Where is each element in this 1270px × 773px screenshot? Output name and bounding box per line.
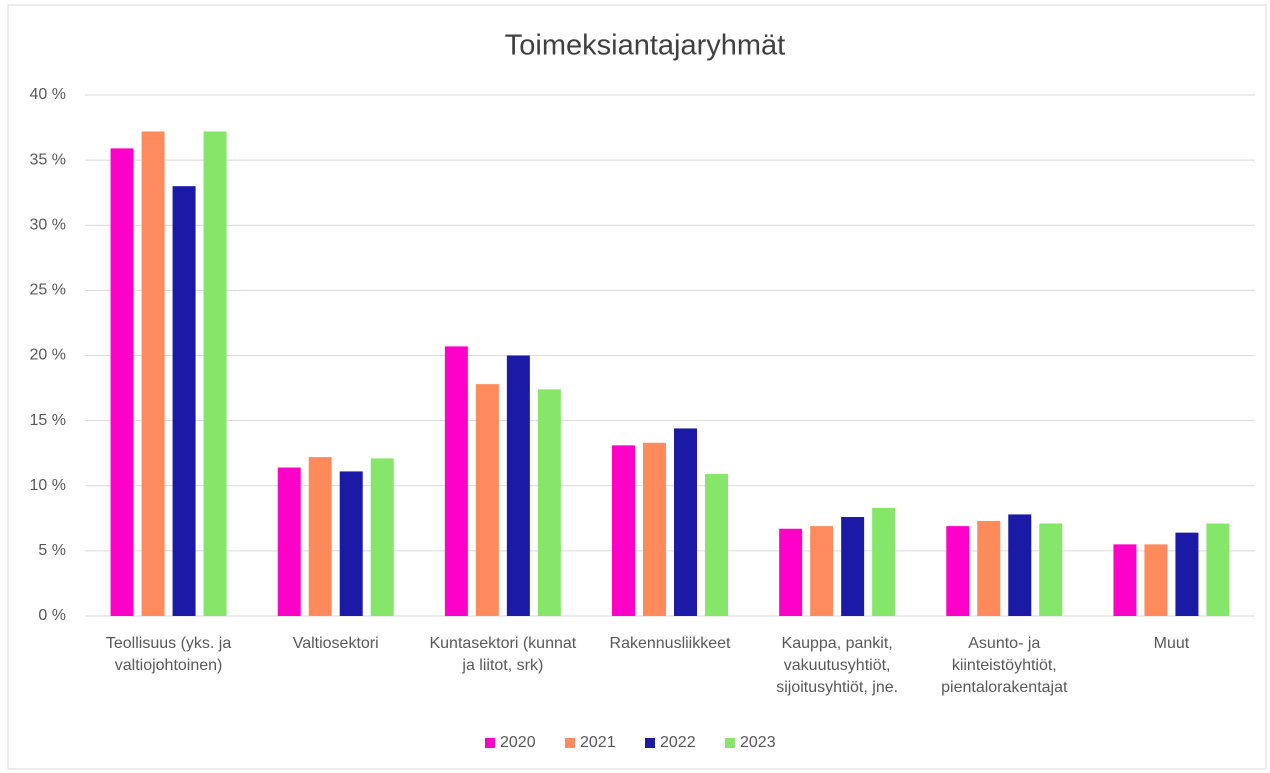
bar xyxy=(674,428,697,616)
y-tick-label: 25 % xyxy=(30,282,66,299)
bar xyxy=(1113,544,1137,616)
x-tick-label: Kuntasektori (kunnat ja liitot, srk) xyxy=(429,635,577,674)
legend-label: 2021 xyxy=(580,734,616,751)
y-tick-label: 10 % xyxy=(30,477,66,494)
x-tick-label: Valtiosektori xyxy=(292,635,379,652)
y-tick-label: 30 % xyxy=(30,216,66,233)
legend-label: 2023 xyxy=(740,734,776,751)
legend-label: 2020 xyxy=(500,734,536,751)
legend-label: 2022 xyxy=(660,734,696,751)
bar xyxy=(506,355,530,616)
bar xyxy=(1206,523,1230,616)
bar xyxy=(339,471,363,616)
x-tick-label: Teollisuus (yks. ja valtiojohtoinen) xyxy=(105,635,232,674)
chart-title: Toimeksiantajaryhmät xyxy=(505,30,785,62)
bar xyxy=(172,186,196,617)
bar xyxy=(110,148,134,616)
y-tick-label: 15 % xyxy=(30,412,66,429)
legend-swatch xyxy=(565,738,575,748)
bar xyxy=(1008,514,1032,616)
x-tick-label: Muut xyxy=(1153,635,1190,652)
bar xyxy=(1175,532,1199,616)
bar xyxy=(141,131,165,616)
x-tick-label: Kauppa, pankit, vakuutusyhtiöt, sijoitus… xyxy=(776,635,899,696)
legend-swatch xyxy=(645,738,655,748)
y-tick-label: 40 % xyxy=(30,86,66,103)
y-tick-label: 0 % xyxy=(38,607,66,624)
bar xyxy=(977,520,1001,616)
bar xyxy=(810,526,834,616)
bar xyxy=(779,528,803,616)
legend-swatch xyxy=(725,738,735,748)
bar xyxy=(308,457,332,616)
bar xyxy=(643,442,666,616)
y-tick-label: 5 % xyxy=(38,542,66,559)
bar xyxy=(841,517,865,616)
bar xyxy=(444,346,468,616)
bar xyxy=(203,131,227,616)
x-tick-label: Asunto- ja kiinteistöyhtiöt, pientalorak… xyxy=(941,635,1068,696)
bar xyxy=(705,474,728,616)
bar xyxy=(277,467,301,616)
bar xyxy=(537,389,561,616)
y-tick-label: 35 % xyxy=(30,151,66,168)
bar xyxy=(612,445,635,616)
legend-swatch xyxy=(485,738,495,748)
bar xyxy=(1039,523,1063,616)
bar xyxy=(946,526,970,616)
bar xyxy=(872,507,896,616)
bar xyxy=(475,384,499,616)
x-tick-label: Rakennusliikkeet xyxy=(609,635,731,652)
bar xyxy=(1144,544,1168,616)
bar xyxy=(370,458,394,616)
y-tick-label: 20 % xyxy=(30,347,66,364)
